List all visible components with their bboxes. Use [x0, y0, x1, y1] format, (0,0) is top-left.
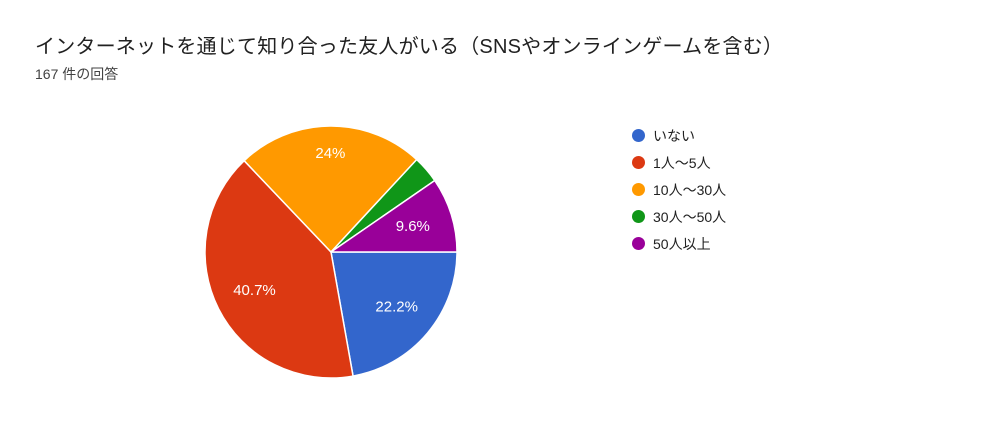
legend-swatch-icon — [632, 129, 645, 142]
legend-item-3: 30人〜50人 — [632, 203, 726, 230]
legend-label: 10人〜30人 — [653, 181, 727, 198]
pie-slice-4[interactable] — [330, 179, 458, 253]
legend-swatch-icon — [632, 237, 645, 250]
pie-chart: 22.2% 40.7% 24% 9.6% — [191, 112, 471, 392]
legend-item-0: いない — [632, 122, 726, 149]
pie-slice-0[interactable] — [330, 251, 458, 377]
legend-item-1: 1人〜5人 — [632, 149, 726, 176]
legend-swatch-icon — [632, 156, 645, 169]
pie-slice-2[interactable] — [243, 125, 418, 253]
slice-label-0: 22.2% — [375, 299, 418, 316]
legend-label: 30人〜50人 — [653, 208, 727, 225]
slice-label-2: 24% — [315, 145, 345, 162]
response-count: 167 件の回答 — [35, 66, 119, 82]
legend-swatch-icon — [632, 210, 645, 223]
legend-label: いない — [653, 127, 695, 144]
legend-item-2: 10人〜30人 — [632, 176, 726, 203]
legend-swatch-icon — [632, 183, 645, 196]
question-title: インターネットを通じて知り合った友人がいる（SNSやオンラインゲームを含む） — [35, 36, 784, 58]
legend: いない 1人〜5人 10人〜30人 30人〜50人 50人以上 — [632, 122, 726, 257]
slice-label-4: 9.6% — [396, 218, 430, 235]
legend-label: 1人〜5人 — [653, 154, 711, 171]
legend-item-4: 50人以上 — [632, 230, 726, 257]
pie-slice-1[interactable] — [204, 159, 354, 379]
pie-svg: 22.2% 40.7% 24% 9.6% — [204, 125, 458, 379]
legend-label: 50人以上 — [653, 235, 711, 252]
slice-label-1: 40.7% — [233, 282, 276, 299]
